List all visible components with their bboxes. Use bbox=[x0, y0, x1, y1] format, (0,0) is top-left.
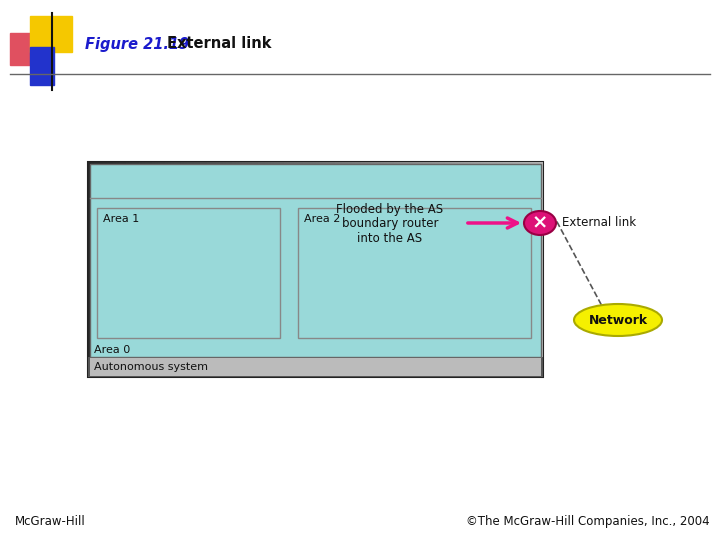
Text: ×: × bbox=[532, 213, 548, 233]
Bar bbox=[97, 208, 280, 338]
Text: Area 0: Area 0 bbox=[94, 345, 130, 355]
Text: External link: External link bbox=[167, 37, 271, 51]
Ellipse shape bbox=[574, 304, 662, 336]
Bar bbox=[298, 208, 531, 338]
Text: McGraw-Hill: McGraw-Hill bbox=[15, 515, 86, 528]
Bar bbox=[90, 164, 541, 357]
Text: Flooded by the AS
boundary router
into the AS: Flooded by the AS boundary router into t… bbox=[336, 202, 444, 246]
Bar bbox=[10, 33, 50, 65]
Text: Autonomous system: Autonomous system bbox=[94, 362, 208, 372]
Bar bbox=[90, 358, 541, 376]
Bar bbox=[88, 357, 543, 377]
Text: Area 2: Area 2 bbox=[304, 214, 341, 224]
Bar bbox=[30, 47, 54, 85]
Bar bbox=[30, 16, 72, 52]
Text: External link: External link bbox=[562, 217, 636, 230]
Text: ©The McGraw-Hill Companies, Inc., 2004: ©The McGraw-Hill Companies, Inc., 2004 bbox=[467, 515, 710, 528]
Text: Network: Network bbox=[588, 314, 647, 327]
Bar bbox=[88, 162, 543, 377]
Ellipse shape bbox=[524, 211, 556, 235]
Text: Figure 21.19: Figure 21.19 bbox=[85, 37, 189, 51]
Text: Area 1: Area 1 bbox=[103, 214, 139, 224]
